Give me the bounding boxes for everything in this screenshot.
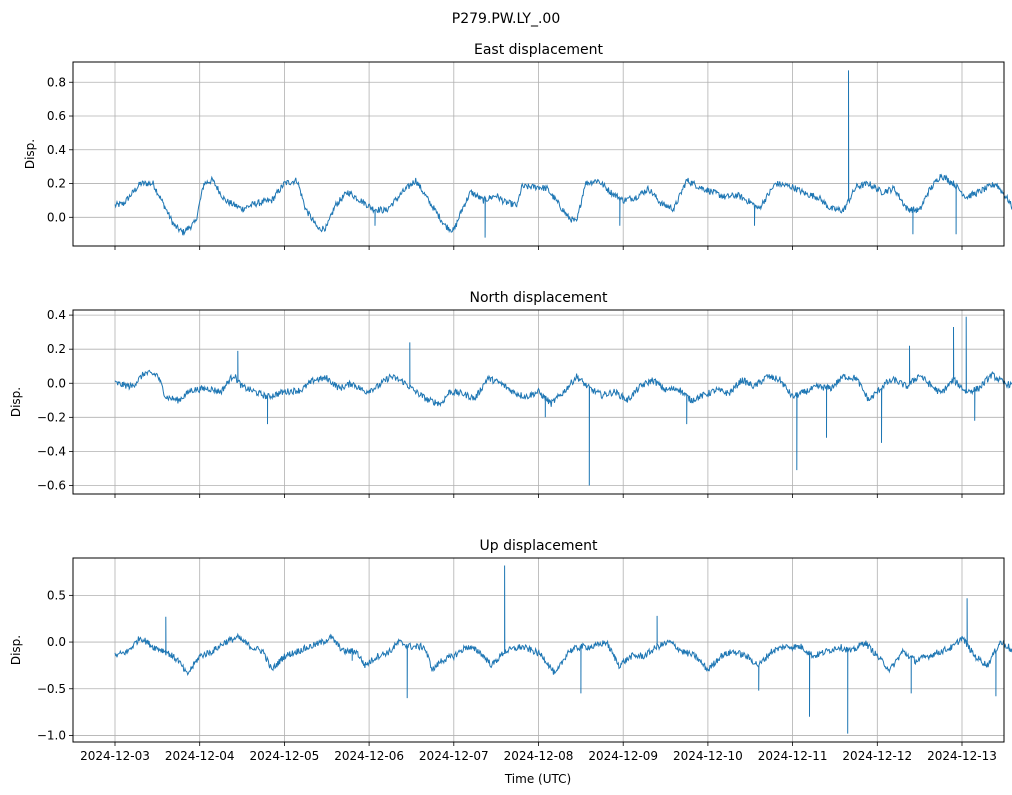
- y-tick-label: 0.0: [47, 635, 66, 649]
- x-tick-label: 2024-12-12: [842, 749, 912, 763]
- series-line: [114, 316, 1012, 486]
- y-axis-label: Disp.: [23, 139, 37, 169]
- y-tick-label: −0.6: [37, 478, 66, 492]
- x-tick-label: 2024-12-06: [334, 749, 404, 763]
- x-tick-label: 2024-12-04: [165, 749, 235, 763]
- panel-1: 0.4 0.2 0.0 −0.2 −0.4 −0.6 North displacement D…: [9, 290, 1012, 498]
- panel-title: Up displacement: [480, 538, 598, 554]
- y-tick-label: 0.6: [47, 109, 66, 123]
- x-tick-label: 2024-12-09: [588, 749, 658, 763]
- x-tick-label: 2024-12-08: [504, 749, 574, 763]
- y-tick-label: 0.0: [47, 210, 66, 224]
- x-tick-label: 2024-12-07: [419, 749, 489, 763]
- y-tick-label: 0.4: [47, 143, 66, 157]
- panel-2: 2024-12-03 2024-12-04 2024-12-05 2024-12-06…: [9, 538, 1012, 763]
- x-axis-label: Time (UTC): [504, 772, 571, 786]
- y-tick-label: −0.4: [37, 444, 66, 458]
- y-axis-label: Disp.: [9, 387, 23, 417]
- y-tick-label: 0.8: [47, 75, 66, 89]
- x-tick-label: 2024-12-13: [927, 749, 997, 763]
- y-tick-label: 0.4: [47, 308, 66, 322]
- panel-title: North displacement: [470, 290, 608, 306]
- panel-0: 0.8 0.6 0.4 0.2 0.0 East displacement Disp.: [23, 42, 1012, 250]
- series-line: [114, 70, 1012, 238]
- axes-frame: [72, 61, 1005, 247]
- y-tick-label: 0.2: [47, 342, 66, 356]
- y-tick-label: −1.0: [37, 728, 66, 742]
- axes-frame: [72, 557, 1005, 743]
- figure-title: P279.PW.LY_.00: [452, 11, 561, 27]
- y-tick-label: −0.5: [37, 682, 66, 696]
- y-tick-label: 0.2: [47, 177, 66, 191]
- x-tick-label: 2024-12-11: [758, 749, 828, 763]
- y-tick-label: 0.5: [47, 588, 66, 602]
- x-tick-label: 2024-12-03: [80, 749, 150, 763]
- y-axis-label: Disp.: [9, 635, 23, 665]
- panel-title: East displacement: [474, 42, 604, 58]
- axes-frame: [72, 309, 1005, 495]
- y-tick-label: 0.0: [47, 376, 66, 390]
- x-tick-label: 2024-12-05: [250, 749, 320, 763]
- y-tick-label: −0.2: [37, 410, 66, 424]
- series-line: [114, 565, 1012, 734]
- x-tick-label: 2024-12-10: [673, 749, 743, 763]
